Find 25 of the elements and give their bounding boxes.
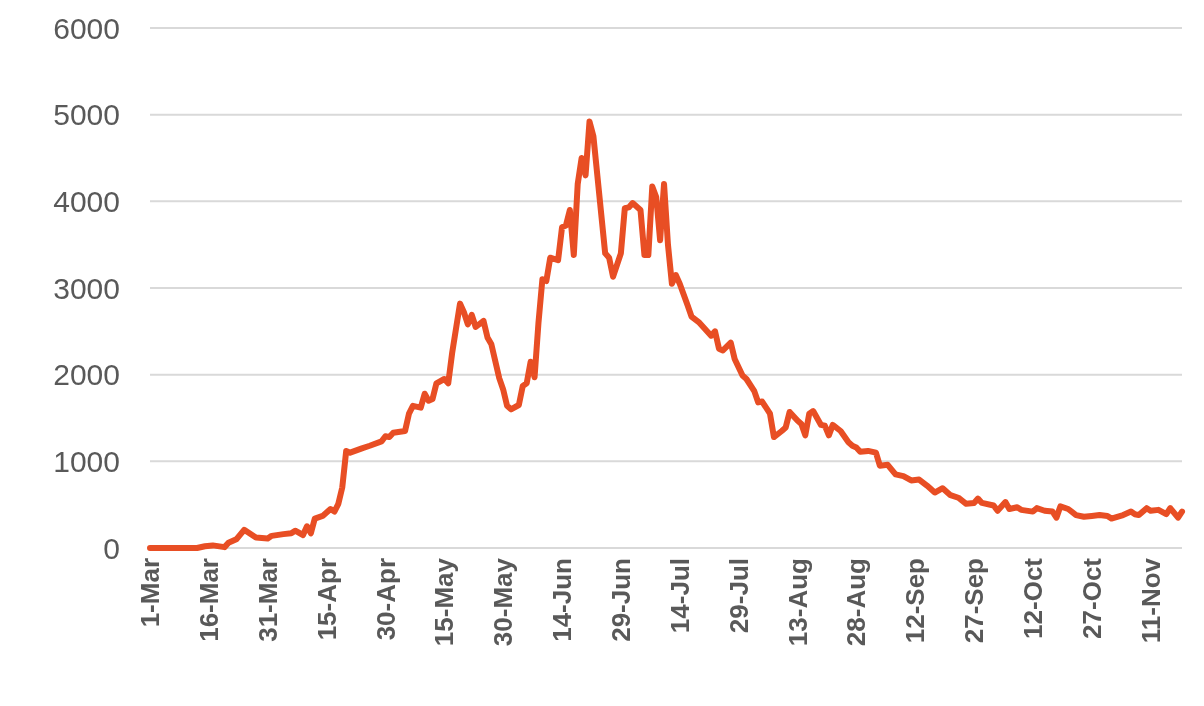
x-tick-label: 30-May — [488, 557, 519, 647]
x-tick-label: 27-Sep — [959, 558, 990, 644]
x-tick-label: 15-May — [429, 557, 460, 647]
x-tick-label: 12-Oct — [1017, 557, 1048, 639]
y-tick-label: 1000 — [53, 444, 120, 478]
y-tick-label: 0 — [103, 531, 120, 565]
x-tick-label: 27-Oct — [1076, 557, 1107, 639]
x-tick-label: 15-Apr — [311, 558, 342, 641]
x-tick-label: 1-Mar — [135, 558, 166, 628]
x-tick-label: 13-Aug — [782, 558, 813, 647]
x-tick-label: 12-Sep — [900, 558, 931, 644]
x-tick-label: 29-Jun — [605, 558, 636, 642]
x-tick-label: 11-Nov — [1135, 557, 1166, 644]
y-tick-label: 5000 — [53, 98, 120, 132]
y-tick-label: 4000 — [53, 184, 120, 218]
y-tick-label: 6000 — [53, 11, 120, 45]
x-tick-label: 28-Aug — [841, 558, 872, 647]
x-tick-label: 14-Jun — [547, 558, 578, 642]
x-tick-label: 31-Mar — [252, 558, 283, 642]
y-tick-label: 2000 — [53, 358, 120, 392]
y-tick-label: 3000 — [53, 271, 120, 305]
x-tick-label: 16-Mar — [193, 558, 224, 642]
x-tick-label: 14-Jul — [664, 558, 695, 634]
x-tick-label: 29-Jul — [723, 558, 754, 634]
x-tick-label: 30-Apr — [370, 558, 401, 641]
